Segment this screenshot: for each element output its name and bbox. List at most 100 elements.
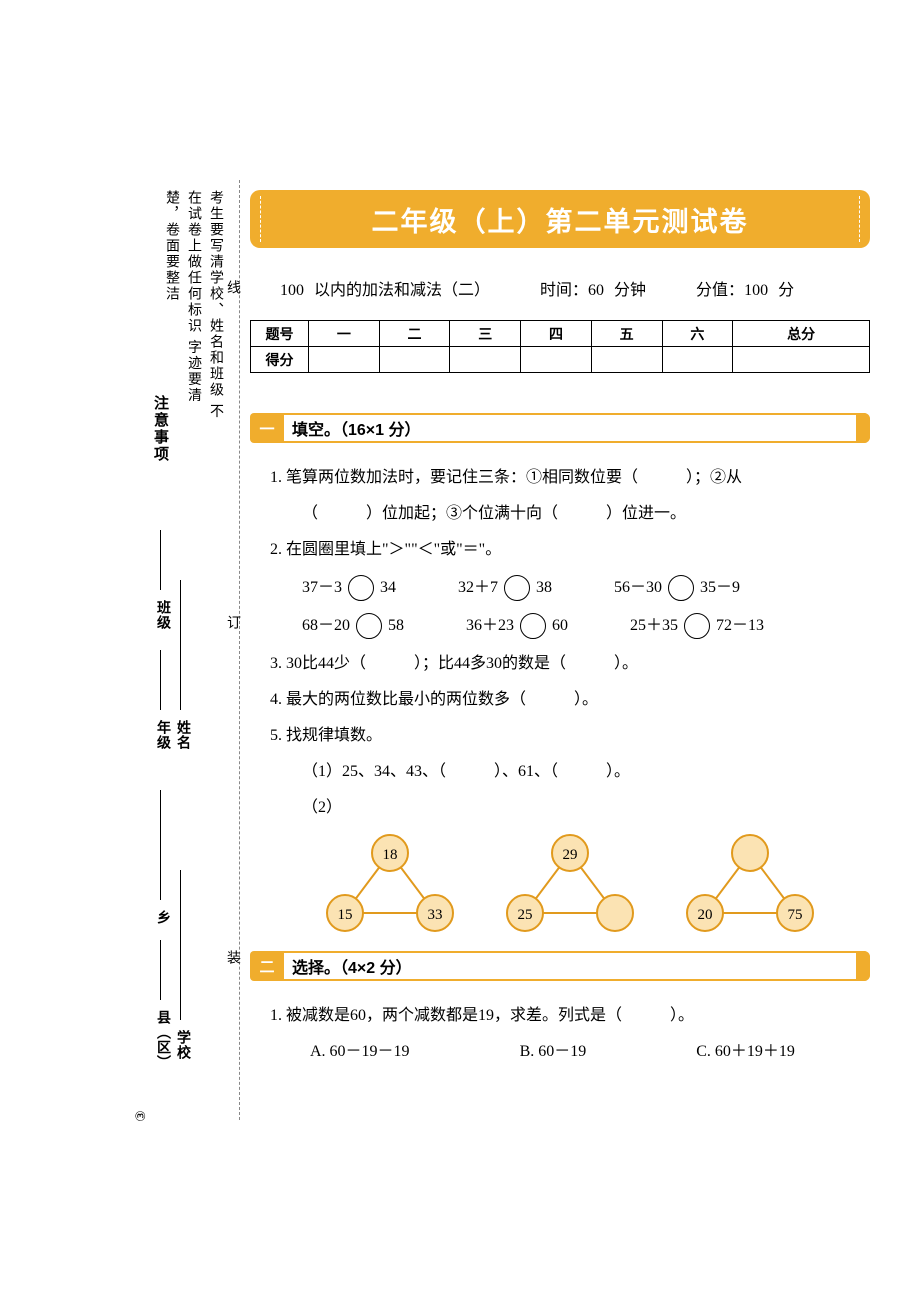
compare-item: 68－20 58	[302, 611, 404, 641]
time-value: 60 分钟	[588, 282, 646, 299]
score-label: 分值：	[696, 282, 744, 299]
field-xuexiao: 学校	[172, 1030, 192, 1060]
question-block: 1. 笔算两位数加法时，要记住三条：①相同数位要（ ）；②从 （ ）位加起；③个…	[250, 463, 870, 933]
time-label: 时间：	[540, 282, 588, 299]
rhs: 72－13	[716, 611, 764, 641]
question-block: 1. 被减数是60，两个减数都是19，求差。列式是（ ）。 A. 60－19－1…	[250, 1001, 870, 1067]
lhs: 68－20	[302, 611, 350, 641]
q4: 4. 最大的两位数比最小的两位数多（ ）。	[270, 685, 870, 715]
compare-item: 37－3 34	[302, 573, 396, 603]
field-xiang: 乡	[152, 910, 172, 925]
cell: 题号	[251, 321, 309, 347]
cell: 三	[450, 321, 521, 347]
node-right: 75	[788, 907, 803, 923]
section-endcap	[856, 413, 870, 443]
compare-item: 32＋7 38	[458, 573, 552, 603]
node-right: 33	[428, 907, 443, 923]
cell	[309, 347, 380, 373]
lhs: 32＋7	[458, 573, 498, 603]
opt-b: B. 60－19	[520, 1037, 587, 1067]
field-line	[180, 580, 181, 710]
section-num: 二	[250, 951, 284, 981]
field-line	[160, 530, 161, 590]
cell	[521, 347, 592, 373]
cell: 六	[662, 321, 733, 347]
field-line	[160, 940, 161, 1000]
section-title: 选择。（4×2 分）	[292, 954, 412, 978]
compare-item: 56－30 35－9	[614, 573, 740, 603]
rhs: 58	[388, 611, 404, 641]
field-line	[160, 790, 161, 900]
cell: 五	[591, 321, 662, 347]
cell: 二	[379, 321, 450, 347]
field-line	[180, 870, 181, 1020]
blank-circle[interactable]	[668, 575, 694, 601]
section-title: 填空。（16×1 分）	[292, 416, 421, 440]
q1b: （ ）位加起；③个位满十向（ ）位进一。	[270, 499, 870, 529]
triangle-2: 29 25	[500, 833, 640, 933]
notes-label: 注意事项	[150, 395, 171, 463]
compare-row: 68－20 58 36＋23 60 25＋35 72－13	[270, 611, 870, 641]
lhs: 56－30	[614, 573, 662, 603]
node-left: 25	[518, 907, 533, 923]
blank-circle[interactable]	[356, 613, 382, 639]
cell	[733, 347, 870, 373]
q5a: （1）25、34、43、（ ）、61、（ ）。	[270, 757, 870, 787]
blank-circle[interactable]	[504, 575, 530, 601]
node-left: 20	[698, 907, 713, 923]
node-top: 29	[563, 847, 578, 863]
table-row: 得分	[251, 347, 870, 373]
lhs: 25＋35	[630, 611, 678, 641]
rhs: 38	[536, 573, 552, 603]
fold-xian: 线	[222, 280, 242, 294]
compare-item: 25＋35 72－13	[630, 611, 764, 641]
topic: 100 以内的加法和减法（二）	[280, 282, 490, 299]
cell	[450, 347, 521, 373]
q5: 5. 找规律填数。	[270, 721, 870, 751]
node-left: 15	[338, 907, 353, 923]
section-header-1: 一 填空。（16×1 分）	[250, 413, 870, 443]
score-table: 题号 一 二 三 四 五 六 总分 得分	[250, 320, 870, 373]
blank-circle[interactable]	[520, 613, 546, 639]
side-notes: 考生要写清学校、姓名和班级 不在试卷上做任何标识 字迹要清楚，卷面要整洁	[160, 190, 226, 420]
compare-row: 37－3 34 32＋7 38 56－30 35－9	[270, 573, 870, 603]
q1: 1. 笔算两位数加法时，要记住三条：①相同数位要（ ）；②从	[270, 463, 870, 493]
section-endcap	[856, 951, 870, 981]
lhs: 37－3	[302, 573, 342, 603]
table-row: 题号 一 二 三 四 五 六 总分	[251, 321, 870, 347]
q3: 3. 30比44少（ ）；比44多30的数是（ ）。	[270, 649, 870, 679]
note-line: 考生要写清学校、姓名和班级	[208, 190, 223, 398]
rhs: 34	[380, 573, 396, 603]
meta-line: 100 以内的加法和减法（二） 时间：60 分钟 分值：100 分	[280, 276, 870, 300]
triangle-3: 20 75	[680, 833, 820, 933]
blank-circle[interactable]	[684, 613, 710, 639]
field-xianqu: 县（区）	[152, 1010, 172, 1070]
score-value: 100 分	[744, 282, 794, 299]
cell	[591, 347, 662, 373]
rhs: 35－9	[700, 573, 740, 603]
section-num: 一	[250, 413, 284, 443]
q5b: （2）	[302, 793, 342, 823]
field-banji: 班级	[152, 600, 172, 630]
exam-title: 二年级（上）第二单元测试卷	[372, 200, 749, 239]
cell: 得分	[251, 347, 309, 373]
s2q1: 1. 被减数是60，两个减数都是19，求差。列式是（ ）。	[270, 1001, 870, 1031]
page-number: ③	[133, 1110, 149, 1122]
blank-circle[interactable]	[348, 575, 374, 601]
field-nianji: 年级	[152, 720, 172, 750]
cell: 四	[521, 321, 592, 347]
lhs: 36＋23	[466, 611, 514, 641]
fold-zhuang: 装	[222, 950, 242, 964]
field-xingming: 姓名	[172, 720, 192, 750]
compare-item: 36＋23 60	[466, 611, 568, 641]
cell	[662, 347, 733, 373]
cell	[379, 347, 450, 373]
opt-c: C. 60＋19＋19	[696, 1037, 795, 1067]
cell: 一	[309, 321, 380, 347]
opt-a: A. 60－19－19	[310, 1037, 410, 1067]
rhs: 60	[552, 611, 568, 641]
field-line	[160, 650, 161, 710]
title-banner: 二年级（上）第二单元测试卷	[250, 190, 870, 248]
triangle-diagrams: 18 15 33 29 25	[270, 833, 870, 933]
cell: 总分	[733, 321, 870, 347]
